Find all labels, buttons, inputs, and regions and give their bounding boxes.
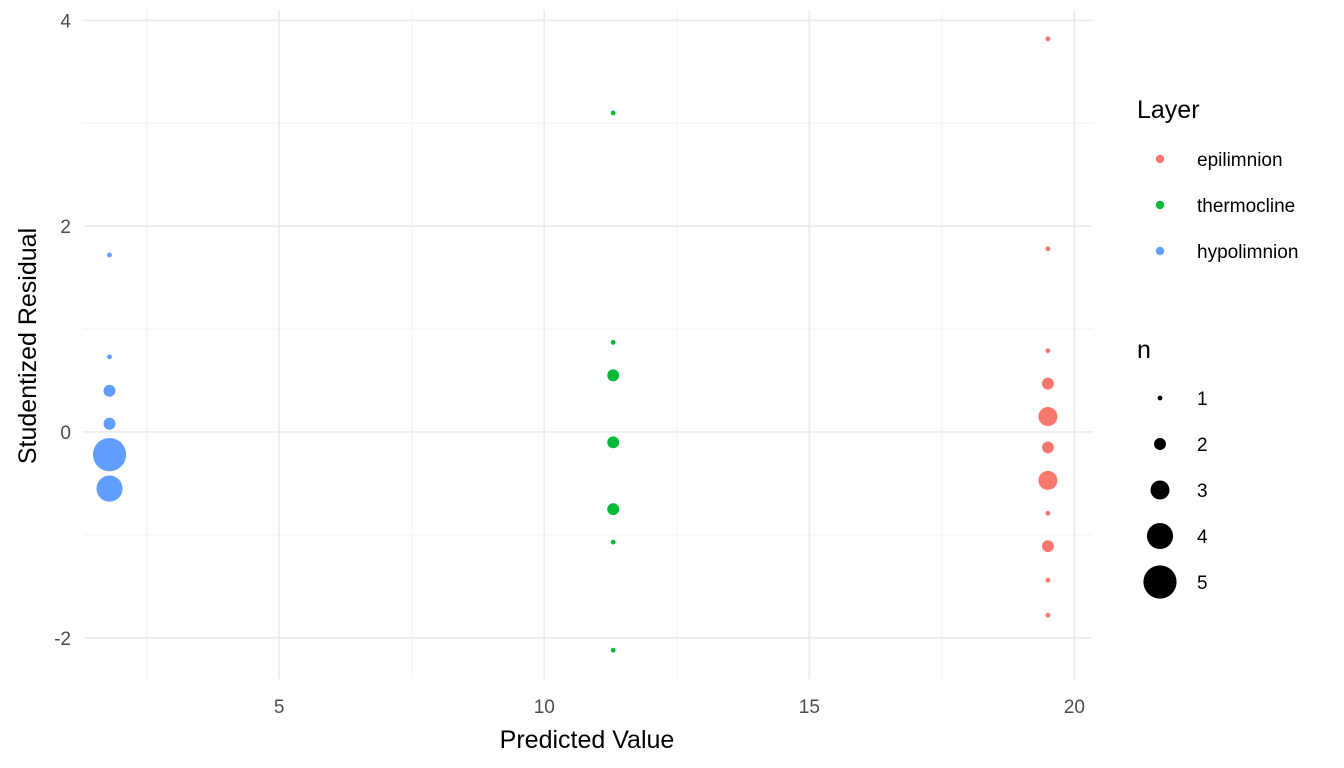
data-point-hypolimnion xyxy=(92,438,127,472)
legend-key-hypolimnion xyxy=(1155,246,1165,256)
legend-label-epilimnion: epilimnion xyxy=(1197,150,1283,171)
data-point-hypolimnion xyxy=(107,354,112,360)
size-key-5 xyxy=(1143,565,1177,599)
legend-key-thermocline xyxy=(1155,200,1165,210)
data-point-epilimnion xyxy=(1041,540,1054,553)
y-tick-label: 0 xyxy=(60,423,71,444)
data-point-thermocline xyxy=(610,110,616,116)
data-point-epilimnion xyxy=(1038,470,1058,490)
legend-key-epilimnion xyxy=(1155,154,1165,164)
y-tick-label: 4 xyxy=(60,11,71,32)
data-point-epilimnion xyxy=(1045,348,1051,354)
minor-gridlines xyxy=(83,10,1093,679)
size-label-3: 3 xyxy=(1197,481,1208,502)
data-point-thermocline xyxy=(610,539,616,545)
size-key-3 xyxy=(1150,480,1170,500)
legend-label-hypolimnion: hypolimnion xyxy=(1197,242,1298,263)
x-tick-label: 5 xyxy=(274,697,285,718)
data-point-epilimnion xyxy=(1045,612,1051,618)
size-key-4 xyxy=(1146,522,1174,550)
y-tick-label: -2 xyxy=(54,629,71,650)
data-point-hypolimnion xyxy=(103,384,116,397)
x-tick-label: 15 xyxy=(799,697,820,718)
data-point-hypolimnion xyxy=(96,475,123,502)
data-point-hypolimnion xyxy=(103,417,116,430)
size-label-5: 5 xyxy=(1197,573,1208,594)
size-label-1: 1 xyxy=(1197,389,1208,410)
x-axis-tick-labels: 5 10 15 20 xyxy=(274,697,1085,718)
major-gridlines xyxy=(83,10,1093,679)
data-point-thermocline xyxy=(610,340,616,345)
size-label-2: 2 xyxy=(1197,435,1208,456)
size-legend-title: n xyxy=(1137,336,1151,364)
size-key-2 xyxy=(1154,438,1166,450)
data-point-epilimnion xyxy=(1038,407,1058,427)
data-point-thermocline xyxy=(607,369,620,382)
data-point-epilimnion xyxy=(1045,246,1051,252)
color-legend-title: Layer xyxy=(1137,96,1200,124)
x-tick-label: 20 xyxy=(1064,697,1085,718)
y-axis-tick-labels: -2 0 2 4 xyxy=(54,11,71,650)
size-label-4: 4 xyxy=(1197,527,1208,548)
data-point-epilimnion xyxy=(1045,577,1051,583)
data-point-epilimnion xyxy=(1045,36,1051,42)
data-point-thermocline xyxy=(607,503,620,516)
data-point-epilimnion xyxy=(1041,441,1054,454)
size-legend: n 1 2 3 4 5 xyxy=(1137,336,1208,599)
data-point-thermocline xyxy=(607,436,620,449)
x-tick-label: 10 xyxy=(534,697,555,718)
y-axis-title: Studentized Residual xyxy=(14,228,42,464)
color-legend: Layer epilimnion thermocline hypolimnion xyxy=(1137,96,1298,263)
legend-label-thermocline: thermocline xyxy=(1197,196,1295,217)
data-point-epilimnion xyxy=(1041,377,1054,390)
data-point-epilimnion xyxy=(1045,510,1051,516)
x-axis-title: Predicted Value xyxy=(500,726,675,754)
size-key-1 xyxy=(1157,395,1163,401)
data-point-hypolimnion xyxy=(107,252,112,258)
y-tick-label: 2 xyxy=(60,217,71,238)
data-points xyxy=(92,36,1058,653)
data-point-thermocline xyxy=(610,647,616,653)
